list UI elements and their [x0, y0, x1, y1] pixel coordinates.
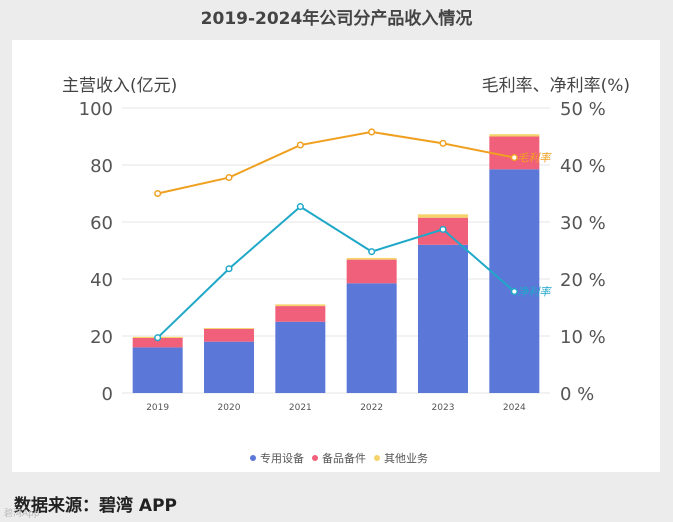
series-end-label: 净利率 [517, 286, 552, 299]
y-right-tick-label: 20 % [560, 270, 606, 291]
chart-panel: 主营收入(亿元) 毛利率、净利率(%) 毛利率净利率 0 20 40 60 80 100 0… [12, 40, 660, 472]
legend-label: 备品备件 [322, 451, 366, 465]
line-point [439, 225, 447, 233]
y-right-axis-label: 毛利率、净利率(%) [482, 76, 630, 96]
series-line [157, 130, 515, 195]
line-point [154, 189, 162, 198]
bar-segment [204, 328, 254, 329]
bar-segment [275, 321, 326, 393]
chart-title: 2019-2024年公司分产品收入情况 [200, 9, 473, 29]
y-left-tick-label: 20 [90, 327, 113, 348]
series-line [156, 205, 515, 339]
line-point [154, 334, 162, 342]
bar-segment [346, 257, 397, 260]
x-tick-label: 2021 [289, 403, 312, 413]
bar-segment [489, 169, 540, 393]
bar-segment [132, 347, 183, 393]
y-left-tick-label: 60 [90, 213, 113, 234]
y-right-tick-label: 10 % [560, 327, 606, 348]
y-right-tick-label: 50 % [560, 99, 606, 120]
line-point [296, 141, 304, 149]
x-tick-label: 2024 [503, 403, 526, 413]
legend-label: 其他业务 [384, 452, 428, 465]
data-source: 数据来源：碧湾 APP [14, 496, 177, 516]
line-point [368, 248, 376, 256]
x-tick-label: 2019 [146, 403, 169, 413]
legend-marker [250, 455, 256, 461]
y-right-tick-label: 30 % [560, 213, 606, 234]
x-tick-label: 2023 [432, 403, 455, 413]
line-point [510, 154, 518, 162]
bar-segment [132, 337, 183, 348]
bar-segment [418, 244, 468, 393]
line-point [296, 203, 304, 211]
bar-segment [418, 214, 468, 218]
series-end-label: 毛利率 [517, 152, 552, 165]
line-point [225, 265, 233, 273]
legend-marker [374, 455, 380, 461]
y-left-axis-label: 主营收入(亿元) [62, 76, 177, 96]
bar-segment [489, 134, 540, 137]
bar-segment [489, 136, 540, 170]
bar-segment [275, 306, 326, 322]
line-point [510, 287, 518, 296]
legend-label: 专用设备 [260, 451, 304, 465]
y-left-tick-label: 0 [102, 384, 113, 405]
bar-segment [204, 341, 254, 393]
legend-marker [312, 455, 318, 461]
y-left-tick-label: 100 [79, 99, 113, 120]
x-tick-label: 2020 [218, 403, 241, 413]
y-left-tick-label: 80 [90, 156, 113, 177]
line-point [439, 139, 447, 147]
line-point [225, 173, 233, 182]
y-right-tick-label: 0 % [560, 384, 594, 405]
bar-segment [204, 328, 254, 342]
y-left-tick-label: 40 [90, 270, 113, 291]
x-tick-label: 2022 [360, 403, 383, 413]
bar-segment [275, 304, 326, 307]
y-right-tick-label: 40 % [560, 156, 606, 177]
bar-segment [346, 283, 397, 393]
line-point [368, 128, 376, 136]
bar-segment [346, 259, 397, 284]
watermark-text: 碧湾App [4, 509, 40, 519]
